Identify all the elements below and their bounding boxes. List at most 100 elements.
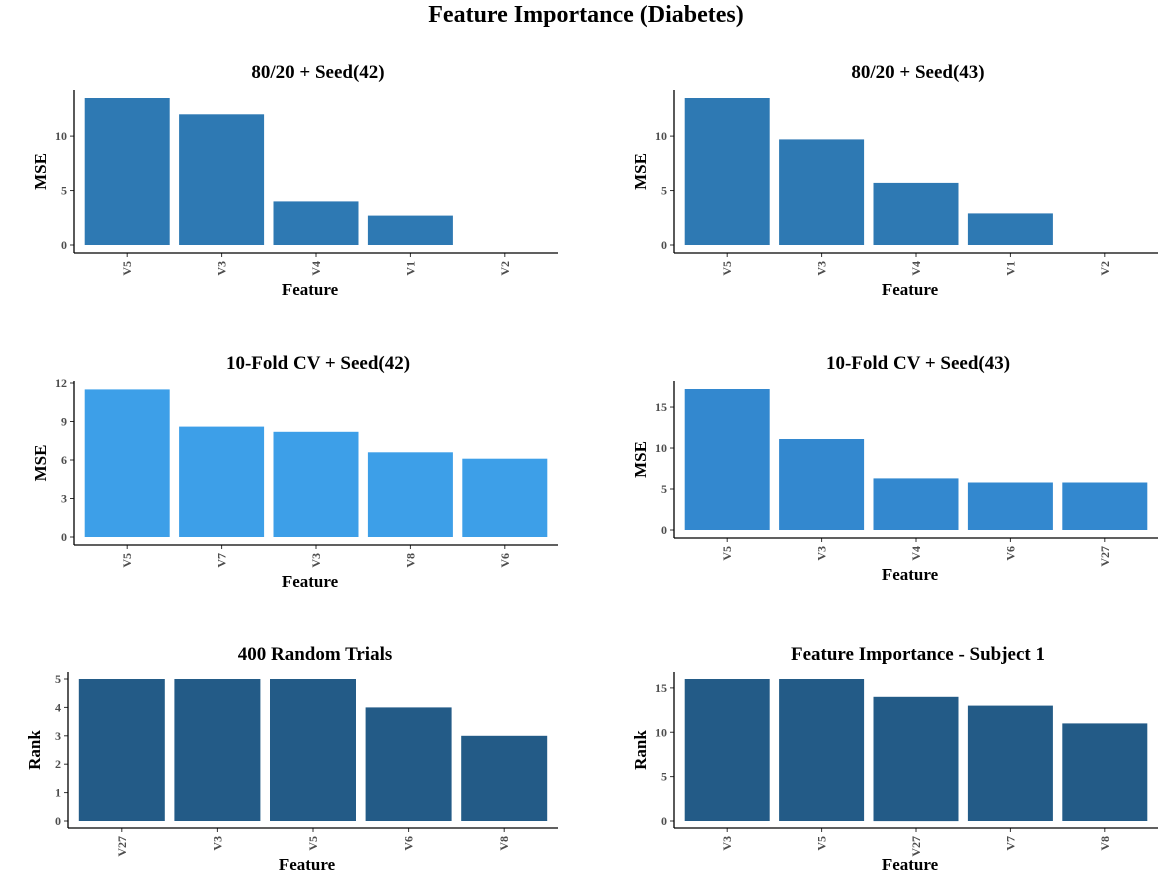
y-tick-label: 15 [655,681,667,695]
bar-v4[interactable] [873,478,959,530]
bar-v3[interactable] [179,114,265,245]
chart-panel-5: V27 V3 V5 V6 V8 0 1 2 3 4 5 400 Random Trials Featur… [25,644,558,874]
y-tick-label: 3 [61,492,67,506]
x-tick-label: V5 [120,261,134,276]
x-tick-label: V7 [215,553,229,568]
y-axis-label: MSE [631,153,650,190]
chart-panel-1: V5 V3 V4 V1 V2 0 5 10 80/20 + Seed(42) Feature MSE [31,62,558,299]
x-tick-label: V3 [815,546,829,561]
y-tick-label: 10 [655,441,667,455]
bar-v27[interactable] [78,679,165,821]
x-axis-label: Feature [282,280,339,299]
y-tick-label: 0 [661,238,667,252]
chart-title: 10-Fold CV + Seed(42) [226,353,410,374]
x-tick-label: V5 [120,553,134,568]
x-tick-label: V5 [720,261,734,276]
bar-v7[interactable] [967,705,1053,821]
x-tick-label: V3 [720,836,734,851]
bar-v6[interactable] [967,482,1053,531]
bar-v6[interactable] [365,707,452,821]
x-tick-label: V4 [909,546,923,561]
x-tick-label: V2 [1098,261,1112,276]
bar-v1[interactable] [967,213,1053,245]
bar-v8[interactable] [461,735,548,821]
y-axis-label: Rank [631,730,650,770]
bar-v6[interactable] [462,458,548,537]
y-axis-label: MSE [31,445,50,482]
x-tick-label: V5 [306,836,320,851]
bar-v5[interactable] [84,389,170,537]
bar-v1[interactable] [367,215,453,245]
y-tick-label: 0 [661,523,667,537]
bar-v3[interactable] [779,139,865,245]
x-tick-label: V8 [403,553,417,568]
chart-title: 10-Fold CV + Seed(43) [826,353,1010,374]
x-tick-label: V3 [309,553,323,568]
bar-v3[interactable] [779,439,865,530]
x-tick-label: V6 [498,553,512,568]
x-tick-label: V7 [1003,836,1017,851]
chart-panel-4: V5 V3 V4 V6 V27 0 5 10 15 10-Fold CV + Seed(43) Fe… [631,353,1158,584]
chart-panel-3: V5 V7 V3 V8 V6 0 3 6 9 12 10-Fold CV + Seed(42) Fea… [31,353,558,591]
y-axis-label: Rank [25,730,44,770]
x-tick-label: V27 [909,836,923,857]
page-title: Feature Importance (Diabetes) [428,2,744,28]
bar-v3[interactable] [273,431,359,537]
y-tick-label: 10 [655,129,667,143]
bar-v5[interactable] [779,679,865,821]
chart-title: 80/20 + Seed(42) [251,62,384,83]
x-tick-label: V4 [309,261,323,276]
x-tick-label: V8 [1098,836,1112,851]
x-tick-label: V6 [402,836,416,851]
y-tick-label: 5 [55,672,61,686]
y-tick-label: 6 [61,453,67,467]
chart-title: Feature Importance - Subject 1 [791,644,1045,665]
y-tick-label: 3 [55,729,61,743]
bar-v5[interactable] [684,389,770,530]
x-tick-label: V5 [815,836,829,851]
x-tick-label: V5 [720,546,734,561]
bar-v3[interactable] [174,679,261,821]
y-axis-label: MSE [631,441,650,478]
x-axis-label: Feature [279,855,336,874]
y-tick-label: 15 [655,400,667,414]
y-tick-label: 10 [55,129,67,143]
x-tick-label: V1 [1003,261,1017,276]
x-tick-label: V1 [403,261,417,276]
x-axis-label: Feature [882,280,939,299]
chart-panel-6: V3 V5 V27 V7 V8 0 5 10 15 Feature Importance - Su… [631,644,1158,874]
y-tick-label: 10 [655,725,667,739]
bar-v3[interactable] [684,679,770,821]
bar-v5[interactable] [270,679,356,821]
x-axis-label: Feature [282,572,339,591]
bar-v8[interactable] [1062,723,1148,821]
y-tick-label: 0 [661,814,667,828]
x-axis-label: Feature [882,565,939,584]
x-tick-label: V3 [815,261,829,276]
bar-v5[interactable] [84,98,170,245]
y-tick-label: 5 [661,770,667,784]
bar-v27[interactable] [873,696,959,822]
x-tick-label: V3 [215,261,229,276]
x-tick-label: V2 [498,261,512,276]
y-tick-label: 4 [55,700,61,714]
bar-v27[interactable] [1062,482,1148,531]
chart-title: 80/20 + Seed(43) [851,62,984,83]
bar-v4[interactable] [873,182,959,245]
bar-v7[interactable] [179,426,265,537]
y-tick-label: 5 [61,184,67,198]
y-tick-label: 5 [661,184,667,198]
x-tick-label: V8 [497,836,511,851]
y-tick-label: 0 [55,814,61,828]
bar-v8[interactable] [367,452,453,537]
chart-title: 400 Random Trials [238,644,393,665]
y-tick-label: 0 [61,530,67,544]
y-tick-label: 12 [55,376,67,390]
y-tick-label: 5 [661,482,667,496]
bar-v4[interactable] [273,201,359,245]
y-axis-label: MSE [31,153,50,190]
x-tick-label: V27 [1098,546,1112,567]
bar-v5[interactable] [684,98,770,245]
y-tick-label: 1 [55,786,61,800]
y-tick-label: 9 [61,415,67,429]
